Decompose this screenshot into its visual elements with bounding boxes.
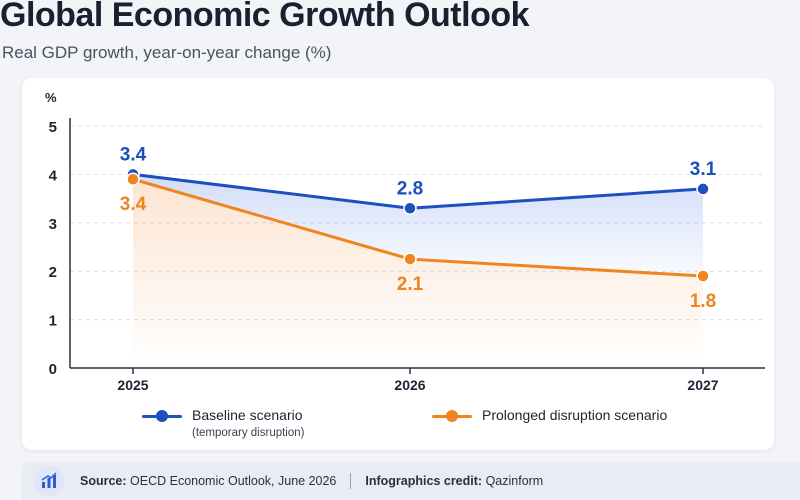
y-tick-label: 1	[49, 313, 57, 330]
credit-text: Qazinform	[485, 474, 544, 488]
legend-note-baseline: (temporary disruption)	[192, 427, 305, 439]
data-point-baseline	[403, 201, 417, 216]
label-layer: 3.4 2.8 3.1 3.4 2.1 1.8	[120, 144, 717, 312]
data-label-baseline: 2.8	[397, 178, 423, 199]
source-text: OECD Economic Outlook, June 2026	[130, 474, 337, 488]
data-label-baseline: 3.4	[120, 144, 147, 165]
data-point-prolonged	[403, 252, 417, 266]
x-tick-label: 2027	[687, 377, 718, 393]
y-tick-label: 0	[49, 361, 57, 378]
line-layer	[126, 167, 710, 283]
y-tick-label: 4	[49, 167, 58, 184]
data-label-baseline: 3.1	[690, 159, 717, 180]
data-label-prolonged: 2.1	[397, 274, 424, 295]
line-chart: 0 1 2 3 4 5% 2025 2026 2027 3.4 2.8 3.1 3.4 2.1 1.8	[45, 90, 765, 393]
legend-marker-baseline	[142, 409, 182, 423]
legend-label-prolonged: Prolonged disruption scenario	[482, 407, 668, 423]
x-tick-label: 2026	[394, 377, 425, 393]
area-prolonged-fill	[133, 179, 703, 368]
data-label-prolonged: 3.4	[120, 194, 147, 215]
chart-title: Global Economic Growth Outlook	[0, 0, 530, 34]
y-tick-label: 3	[49, 216, 57, 233]
y-tick-label: 5	[49, 119, 57, 136]
source-label: Source:	[80, 474, 127, 488]
footer-bar: Source: OECD Economic Outlook, June 2026…	[22, 462, 800, 500]
chart-subtitle: Real GDP growth, year-on-year change (%)	[2, 43, 332, 62]
x-tick-label: 2025	[117, 377, 148, 393]
legend-label-baseline: Baseline scenario	[192, 407, 303, 423]
y-axis-label: %	[45, 90, 57, 105]
legend-item-baseline: Baseline scenario (temporary disruption)	[142, 407, 304, 439]
footer-divider	[350, 473, 352, 489]
data-point-prolonged	[126, 172, 140, 186]
data-label-prolonged: 1.8	[690, 291, 716, 312]
data-point-prolonged	[696, 269, 710, 283]
legend-marker-prolonged	[432, 409, 472, 423]
y-tick-label: 2	[49, 264, 57, 281]
bar-chart-icon	[34, 466, 64, 496]
legend-item-prolonged: Prolonged disruption scenario	[432, 407, 667, 423]
credit-label: Infographics credit:	[365, 474, 483, 488]
data-point-baseline	[696, 182, 710, 196]
